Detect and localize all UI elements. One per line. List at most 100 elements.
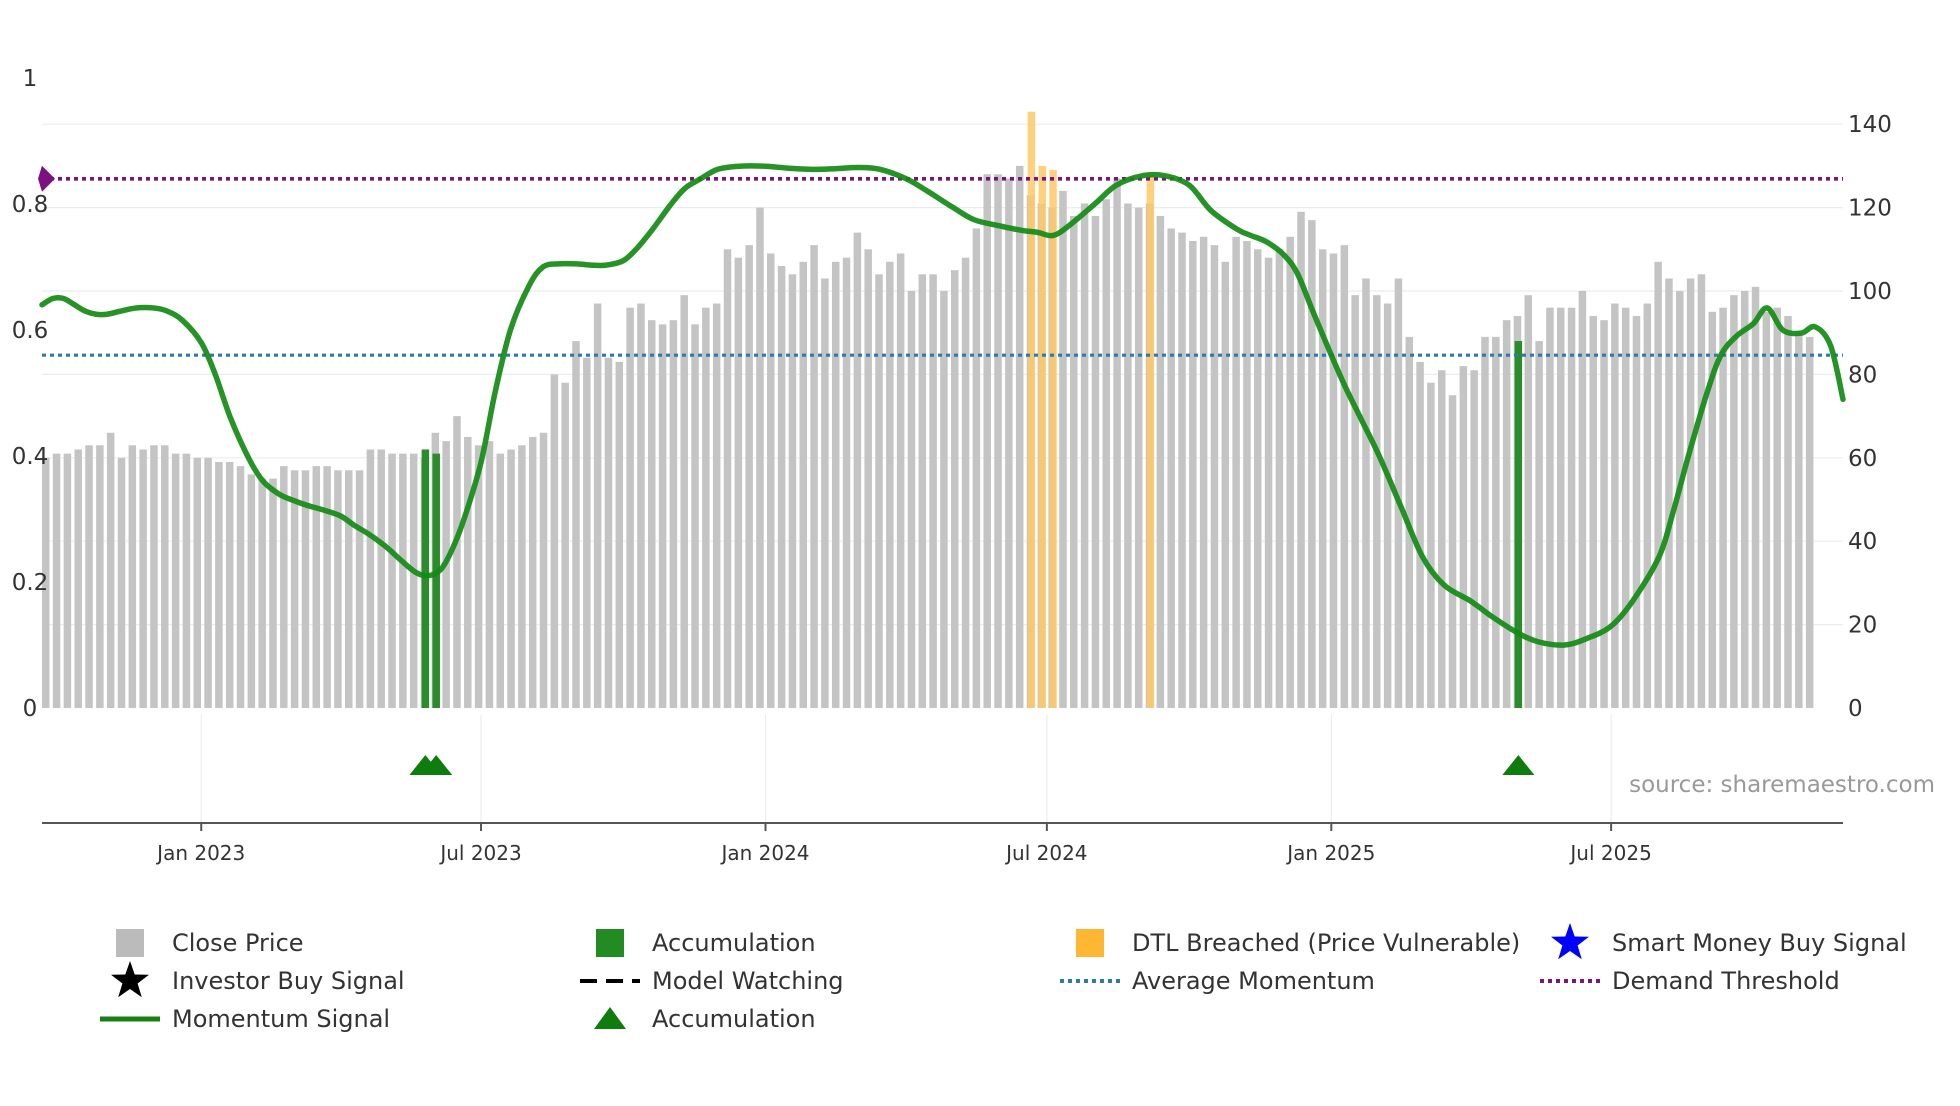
close-price-bar	[1070, 215, 1078, 708]
signal-bars	[421, 111, 1523, 709]
legend-swatch-star	[1551, 923, 1589, 960]
close-price-bar	[615, 361, 624, 708]
momentum-signal-line	[39, 163, 1846, 648]
close-price-bar	[258, 478, 266, 708]
close-price-bar	[918, 274, 927, 708]
right-axis-tick-label: 120	[1848, 196, 1892, 222]
accumulation-bar	[432, 453, 440, 708]
close-price-bar	[1373, 295, 1381, 708]
close-price-bar	[1470, 370, 1478, 708]
close-price-bar	[1167, 228, 1175, 708]
close-price-bar	[1621, 307, 1630, 708]
close-price-bar	[193, 457, 202, 708]
axes-layer: 0 0.2 0.4 0.6 0.8 1 0 20 40 60 80 100 120 140 Jan 2023…	[12, 66, 1892, 865]
close-price-bar	[74, 449, 82, 708]
legend-swatch-star	[111, 961, 149, 998]
close-price-bar	[842, 257, 851, 708]
close-price-bar	[1286, 236, 1294, 709]
close-price-bar	[1340, 245, 1349, 708]
close-price-bar	[1773, 307, 1781, 708]
close-price-bar	[940, 291, 948, 708]
close-price-bar	[182, 453, 191, 708]
legend-swatch-square	[116, 929, 144, 957]
close-price-bar	[1189, 240, 1197, 708]
close-price-bar	[734, 257, 743, 708]
close-price-bar	[626, 307, 634, 708]
legend-label: Accumulation	[652, 929, 816, 957]
close-price-bar	[572, 341, 580, 708]
accumulation-bar	[421, 449, 430, 708]
close-price-bar	[637, 303, 645, 708]
close-price-bar	[1535, 341, 1543, 708]
close-price-bar	[1654, 261, 1662, 708]
close-price-bar	[1557, 307, 1565, 708]
close-price-bar	[1134, 207, 1143, 708]
close-price-bar	[1210, 245, 1219, 708]
close-price-bar	[604, 357, 613, 708]
close-price-bar	[972, 228, 981, 708]
close-price-bar	[583, 357, 591, 708]
close-price-bar	[1762, 311, 1771, 708]
right-axis-tick-label: 0	[1848, 696, 1863, 722]
legend-item: Smart Money Buy Signal	[1551, 923, 1907, 960]
close-price-bar	[269, 478, 277, 708]
close-price-bar	[648, 320, 656, 708]
close-price-bar	[1080, 203, 1089, 708]
legend-swatch-square	[1076, 929, 1104, 957]
legend-swatch-triangle	[594, 1007, 626, 1029]
close-price-bar	[355, 470, 364, 708]
legend: Close Price Accumulation DTL Breached (Pri…	[100, 923, 1907, 1033]
legend-label: Model Watching	[652, 967, 844, 995]
right-axis-tick-label: 80	[1848, 362, 1877, 388]
close-price-bar	[1502, 320, 1511, 708]
close-price-bar	[1437, 370, 1446, 708]
accumulation-triangle-marker	[420, 755, 453, 775]
source-label: source: sharemaestro.com	[1629, 772, 1935, 798]
demand-threshold-marker	[38, 165, 55, 192]
close-price-bar	[496, 453, 505, 708]
close-price-bar	[875, 274, 883, 708]
close-price-bar	[1362, 278, 1370, 708]
close-price-bar	[128, 445, 137, 708]
close-price-bar	[1264, 257, 1273, 708]
legend-item: Accumulation	[596, 929, 816, 957]
close-price-bar	[1730, 295, 1738, 708]
close-price-bar	[1611, 303, 1619, 708]
close-price-bar	[788, 274, 797, 708]
legend-label: Smart Money Buy Signal	[1612, 929, 1907, 957]
right-axis-tick-label: 140	[1848, 112, 1892, 138]
close-price-bar	[1784, 316, 1792, 708]
close-price-bar	[1589, 316, 1597, 708]
legend-item: DTL Breached (Price Vulnerable)	[1076, 929, 1520, 957]
signal-lines	[38, 163, 1846, 648]
close-price-bar	[907, 291, 916, 708]
close-price-bar	[204, 457, 212, 708]
close-price-bar	[1459, 366, 1468, 708]
close-price-bar	[1632, 316, 1641, 708]
close-price-bar	[756, 207, 764, 708]
close-price-bar	[550, 374, 559, 708]
close-price-bar	[1600, 320, 1608, 708]
close-price-bar	[723, 249, 732, 709]
close-price-bar	[1297, 211, 1305, 708]
close-price-bar	[1308, 220, 1316, 709]
close-price-bar	[1091, 215, 1100, 708]
legend-label: Investor Buy Signal	[172, 967, 405, 995]
dtl-breached-bar	[1038, 165, 1046, 708]
close-price-bar	[745, 245, 753, 708]
accumulation-markers	[409, 755, 1535, 775]
close-price-bar	[896, 253, 905, 708]
close-price-bar	[810, 245, 818, 708]
close-price-bar	[518, 445, 526, 708]
close-price-bar	[1708, 311, 1717, 708]
close-price-bar	[712, 303, 721, 708]
close-price-bar	[290, 470, 299, 708]
close-price-bar	[1686, 278, 1695, 708]
right-axis-tick-label: 40	[1848, 529, 1877, 555]
legend-label: Accumulation	[652, 1005, 816, 1033]
legend-label: Demand Threshold	[1612, 967, 1840, 995]
close-price-bar	[399, 453, 407, 708]
left-axis-tick-label: 0.8	[12, 192, 49, 218]
close-price-bar	[951, 270, 959, 708]
accumulation-bar	[1514, 341, 1523, 708]
